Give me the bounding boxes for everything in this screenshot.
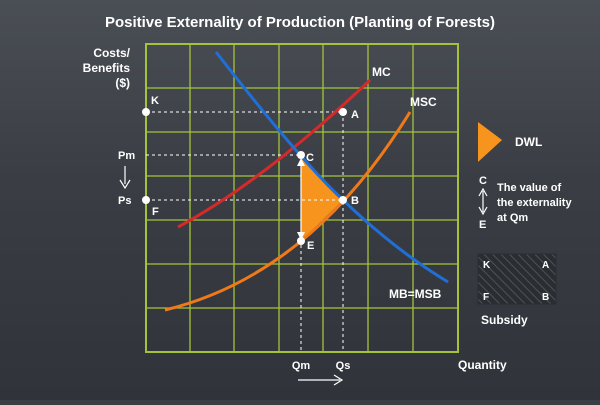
point-a-marker (339, 108, 347, 116)
mc-curve (177, 78, 372, 229)
subsidy-b-label: B (542, 292, 549, 303)
externality-text-line3: at Qm (497, 212, 528, 224)
y-tick-ps: Ps (118, 195, 131, 207)
up-down-arrow-icon (478, 187, 488, 216)
x-tick-qm: Qm (292, 360, 311, 372)
subsidy-legend-swatch (477, 253, 557, 305)
dwl-legend-swatch (478, 122, 502, 162)
point-c-marker (297, 151, 305, 159)
point-f-label: F (152, 206, 159, 218)
subsidy-legend-label: Subsidy (481, 313, 528, 327)
point-e-label: E (307, 240, 314, 252)
y-axis-label-line1: Costs/ (93, 46, 130, 60)
x-axis-label: Quantity (458, 358, 507, 372)
mb-msb-label: MB=MSB (389, 287, 442, 301)
externality-text-line2: the externality (497, 197, 572, 209)
point-e-marker (297, 237, 305, 245)
mc-label: MC (372, 65, 391, 79)
y-axis-label-line2: Benefits (83, 61, 131, 75)
point-a-label: A (351, 109, 359, 121)
msc-label: MSC (410, 95, 437, 109)
point-c-label: C (306, 152, 314, 164)
y-tick-pm: Pm (118, 150, 135, 162)
dwl-triangle (301, 155, 343, 241)
subsidy-a-label: A (542, 260, 549, 271)
right-arrow-icon (298, 374, 344, 386)
point-f-marker (142, 196, 150, 204)
point-b-marker (339, 196, 347, 204)
externality-text-line1: The value of (497, 182, 562, 194)
down-arrow-icon (119, 166, 131, 190)
subsidy-k-label: K (483, 260, 491, 271)
externality-from-label: C (479, 175, 487, 187)
plot-grid (145, 43, 459, 353)
point-k-label: K (151, 95, 159, 107)
dwl-legend-label: DWL (515, 135, 542, 149)
point-k-marker (142, 108, 150, 116)
diagram-title: Positive Externality of Production (Plan… (105, 14, 495, 31)
x-tick-qs: Qs (336, 360, 351, 372)
subsidy-f-label: F (483, 292, 489, 303)
point-b-label: B (351, 195, 359, 207)
y-axis-label-line3: ($) (115, 76, 130, 90)
externality-to-label: E (479, 219, 486, 231)
